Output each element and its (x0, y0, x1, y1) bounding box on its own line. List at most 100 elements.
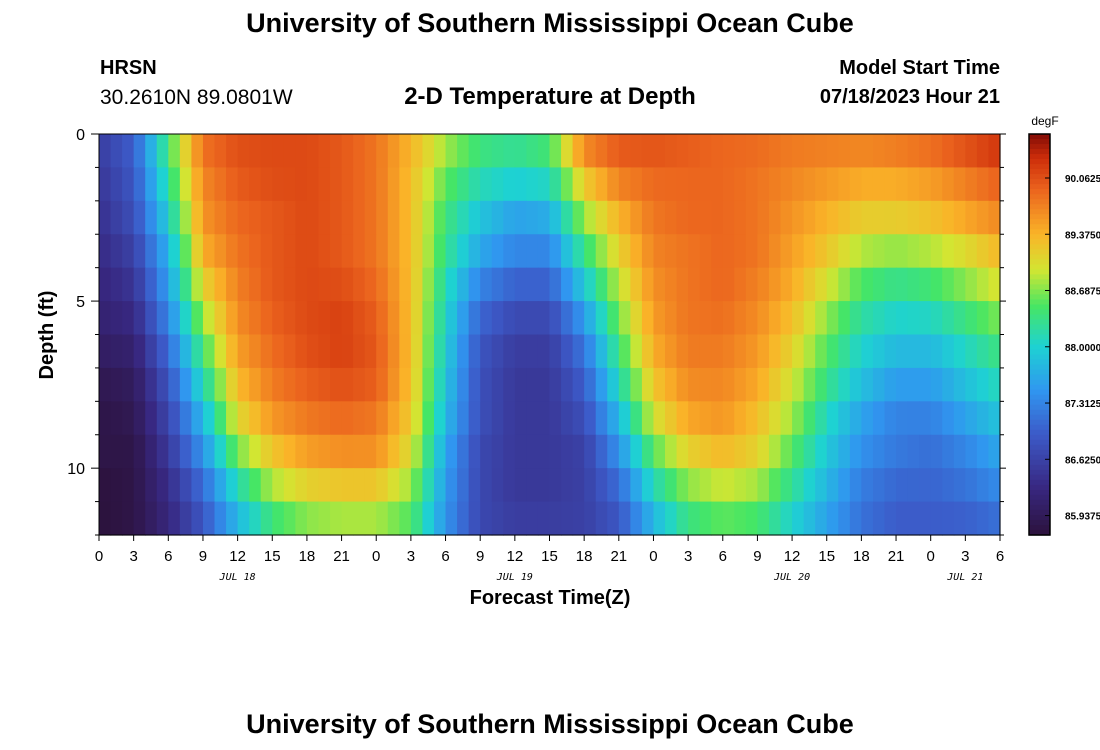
heatmap-cell (942, 434, 955, 469)
heatmap-cell (653, 468, 666, 503)
colorbar-segment (1029, 499, 1050, 506)
heatmap-cell (919, 367, 932, 402)
heatmap-cell (318, 501, 331, 536)
heatmap-cell (561, 401, 574, 436)
heatmap-cell (607, 200, 620, 235)
heatmap-cell (422, 267, 435, 302)
x-tick-label: 15 (541, 548, 558, 565)
colorbar-segment (1029, 529, 1050, 536)
heatmap-cell (306, 501, 320, 536)
heatmap-cell (283, 200, 296, 235)
heatmap-cell (988, 434, 1001, 469)
heatmap-cell (179, 167, 193, 202)
x-tick-label: 9 (753, 548, 761, 565)
station-coordinates: 30.2610N 89.0801W (100, 86, 293, 109)
heatmap-cell (526, 334, 539, 369)
heatmap-cell (896, 401, 909, 436)
heatmap-cell (849, 401, 862, 436)
heatmap-cell (283, 134, 296, 169)
heatmap-cell (699, 200, 712, 235)
heatmap-cell (607, 234, 620, 269)
heatmap-cell (191, 367, 204, 402)
heatmap-cell (734, 134, 747, 169)
heatmap-cell (561, 301, 574, 336)
heatmap-cell (584, 167, 597, 202)
heatmap-cell (561, 200, 574, 235)
heatmap-cell (676, 401, 689, 436)
heatmap-cell (202, 234, 216, 269)
heatmap-cell (953, 501, 966, 536)
heatmap-cell (653, 334, 666, 369)
heatmap-cell (283, 401, 296, 436)
heatmap-cell (341, 267, 354, 302)
heatmap-cell (630, 501, 643, 536)
heatmap-cell (272, 501, 285, 536)
heatmap-cell (202, 134, 216, 169)
heatmap-cell (676, 200, 689, 235)
heatmap-cell (526, 501, 539, 536)
heatmap-cell (896, 334, 909, 369)
heatmap-cell (99, 134, 112, 169)
heatmap-cell (872, 134, 886, 169)
heatmap-cell (168, 267, 181, 302)
heatmap-cell (815, 367, 828, 402)
heatmap-cell (607, 334, 620, 369)
date-label: JUL 21 (946, 572, 983, 583)
heatmap-cell (815, 301, 828, 336)
heatmap-cell (272, 200, 285, 235)
heatmap-cell (156, 234, 169, 269)
heatmap-cell (653, 134, 666, 169)
heatmap-cell (665, 367, 678, 402)
colorbar-tick-label: 90.0625 (1065, 174, 1100, 185)
colorbar-tick-label: 88.0000 (1065, 343, 1100, 354)
heatmap-cell (156, 434, 169, 469)
heatmap-cell (491, 434, 504, 469)
heatmap-cell (919, 301, 932, 336)
heatmap-cell (711, 167, 724, 202)
heatmap-cell (630, 167, 643, 202)
heatmap-cell (376, 167, 389, 202)
heatmap-cell (353, 200, 366, 235)
heatmap-cell (410, 234, 424, 269)
heatmap-cell (838, 134, 851, 169)
heatmap-cell (514, 167, 527, 202)
heatmap-cell (641, 200, 655, 235)
heatmap-cell (803, 434, 816, 469)
heatmap-cell (526, 434, 539, 469)
heatmap-cell (572, 167, 585, 202)
heatmap-cell (353, 401, 366, 436)
model-start-label: Model Start Time (839, 57, 1000, 79)
heatmap-cell (988, 367, 1001, 402)
heatmap-cell (480, 301, 493, 336)
heatmap-cell (399, 401, 412, 436)
heatmap-cell (503, 367, 516, 402)
heatmap-cell (179, 367, 193, 402)
x-tick-label: 18 (299, 548, 316, 565)
heatmap-cell (226, 267, 239, 302)
heatmap-cell (341, 134, 354, 169)
heatmap-cell (341, 434, 354, 469)
colorbar-segment (1029, 149, 1050, 155)
heatmap-cell (561, 234, 574, 269)
heatmap-cell (641, 334, 655, 369)
colorbar-segment (1029, 169, 1050, 175)
heatmap-cell (757, 434, 770, 469)
heatmap-cell (884, 134, 897, 169)
heatmap-cell (549, 267, 562, 302)
colorbar-segment (1029, 244, 1050, 250)
heatmap-cell (168, 501, 181, 536)
colorbar-segment (1029, 199, 1050, 205)
heatmap-cell (503, 468, 516, 503)
heatmap-cell (202, 367, 216, 402)
heatmap-cell (133, 468, 146, 503)
heatmap-cell (537, 468, 551, 503)
heatmap-cell (607, 301, 620, 336)
heatmap-cell (122, 267, 135, 302)
heatmap-cell (838, 468, 851, 503)
heatmap-cell (260, 401, 273, 436)
heatmap-cell (457, 501, 470, 536)
heatmap-cell (503, 167, 516, 202)
heatmap-cell (676, 234, 689, 269)
heatmap-cell (457, 301, 470, 336)
